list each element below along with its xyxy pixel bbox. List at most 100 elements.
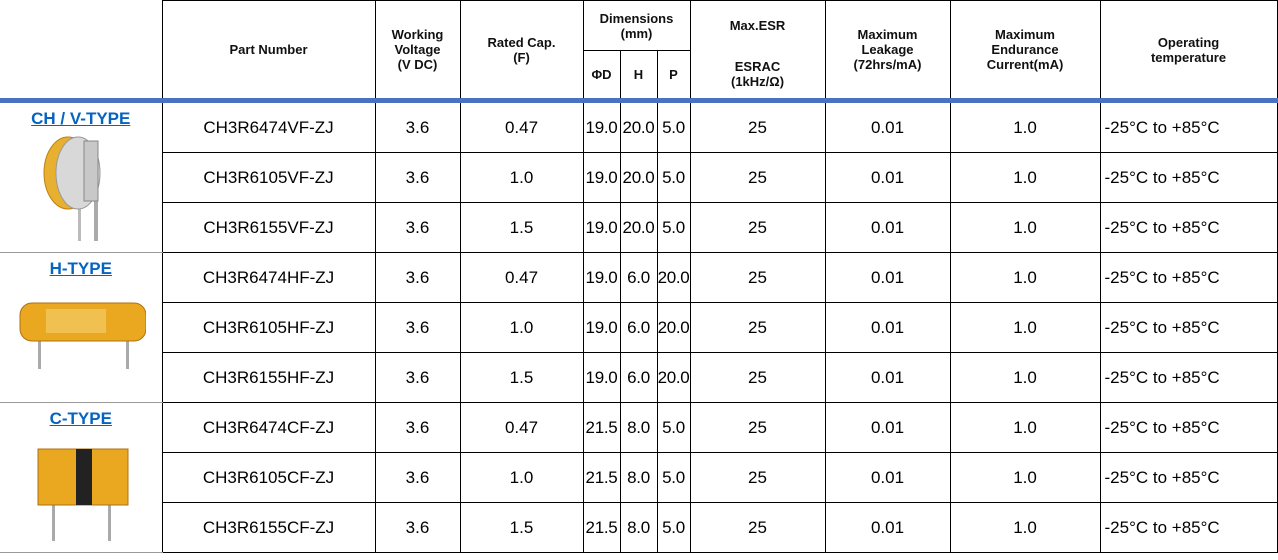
data-cell: 21.5 xyxy=(583,503,620,553)
header-line: temperature xyxy=(1151,50,1226,65)
data-cell: 3.6 xyxy=(375,303,460,353)
header-cell: ESRAC(1kHz/Ω) xyxy=(690,51,825,101)
data-cell: 5.0 xyxy=(657,153,690,203)
header-line: (V DC) xyxy=(398,57,438,72)
header-line: Operating xyxy=(1158,35,1219,50)
data-cell: 20.0 xyxy=(657,353,690,403)
data-cell: CH3R6105VF-ZJ xyxy=(162,153,375,203)
data-cell: 3.6 xyxy=(375,403,460,453)
data-cell: 1.0 xyxy=(950,353,1100,403)
data-cell: 0.01 xyxy=(825,403,950,453)
data-cell: 19.0 xyxy=(583,353,620,403)
data-cell: 21.5 xyxy=(583,403,620,453)
data-cell: 0.01 xyxy=(825,353,950,403)
data-cell: 1.0 xyxy=(460,153,583,203)
data-cell: CH3R6155CF-ZJ xyxy=(162,503,375,553)
data-cell: 3.6 xyxy=(375,453,460,503)
header-line: Maximum xyxy=(995,27,1055,42)
data-cell: -25°C to +85°C xyxy=(1100,203,1277,253)
group-link[interactable]: C-TYPE xyxy=(50,409,112,428)
data-cell: 5.0 xyxy=(657,403,690,453)
group-cell: CH / V-TYPE xyxy=(0,101,162,253)
data-cell: -25°C to +85°C xyxy=(1100,253,1277,303)
table-body: CH / V-TYPECH3R6474VF-ZJ3.60.4719.020.05… xyxy=(0,101,1277,553)
data-cell: 20.0 xyxy=(620,153,657,203)
photo-shape xyxy=(76,449,92,505)
photo-shape xyxy=(52,503,55,541)
product-photo xyxy=(16,283,146,393)
header-cell: Dimensions(mm) xyxy=(583,1,690,51)
product-photo xyxy=(16,133,146,243)
header-cell xyxy=(0,1,162,101)
page: Part NumberWorkingVoltage(V DC)Rated Cap… xyxy=(0,0,1278,560)
data-cell: 0.01 xyxy=(825,503,950,553)
data-cell: CH3R6474HF-ZJ xyxy=(162,253,375,303)
data-cell: -25°C to +85°C xyxy=(1100,353,1277,403)
data-cell: -25°C to +85°C xyxy=(1100,101,1277,153)
data-cell: 1.0 xyxy=(950,303,1100,353)
data-cell: 3.6 xyxy=(375,353,460,403)
group-link[interactable]: H-TYPE xyxy=(50,259,112,278)
data-cell: 5.0 xyxy=(657,203,690,253)
data-cell: 19.0 xyxy=(583,101,620,153)
data-cell: 20.0 xyxy=(620,203,657,253)
header-line: (mm) xyxy=(621,26,653,41)
data-cell: 1.0 xyxy=(950,101,1100,153)
header-cell: P xyxy=(657,51,690,101)
data-cell: 25 xyxy=(690,503,825,553)
data-cell: CH3R6105HF-ZJ xyxy=(162,303,375,353)
header-line: Voltage xyxy=(395,42,441,57)
spec-table: Part NumberWorkingVoltage(V DC)Rated Cap… xyxy=(0,0,1278,553)
data-row: CH3R6105HF-ZJ3.61.019.06.020.0250.011.0-… xyxy=(0,303,1277,353)
data-cell: 6.0 xyxy=(620,353,657,403)
data-cell: 25 xyxy=(690,403,825,453)
header-line: (F) xyxy=(513,50,530,65)
header-cell: Rated Cap.(F) xyxy=(460,1,583,101)
data-cell: -25°C to +85°C xyxy=(1100,453,1277,503)
data-cell: 0.47 xyxy=(460,101,583,153)
data-row: CH3R6155VF-ZJ3.61.519.020.05.0250.011.0-… xyxy=(0,203,1277,253)
product-photo xyxy=(16,433,146,543)
header-line: Leakage xyxy=(861,42,913,57)
data-cell: 8.0 xyxy=(620,453,657,503)
header-cell: ΦD xyxy=(583,51,620,101)
data-cell: -25°C to +85°C xyxy=(1100,153,1277,203)
data-cell: CH3R6105CF-ZJ xyxy=(162,453,375,503)
header-line: Working xyxy=(392,27,444,42)
data-cell: 0.01 xyxy=(825,153,950,203)
data-cell: 8.0 xyxy=(620,503,657,553)
data-cell: 5.0 xyxy=(657,453,690,503)
data-cell: 25 xyxy=(690,303,825,353)
data-cell: 25 xyxy=(690,101,825,153)
header-line: (1kHz/Ω) xyxy=(731,74,784,89)
data-cell: 19.0 xyxy=(583,153,620,203)
data-cell: 3.6 xyxy=(375,253,460,303)
data-cell: 1.0 xyxy=(950,253,1100,303)
data-cell: 0.01 xyxy=(825,453,950,503)
data-cell: 0.01 xyxy=(825,101,950,153)
data-cell: 1.0 xyxy=(460,453,583,503)
group-cell: C-TYPE xyxy=(0,403,162,553)
data-cell: 6.0 xyxy=(620,253,657,303)
data-cell: 3.6 xyxy=(375,101,460,153)
data-cell: 20.0 xyxy=(657,253,690,303)
data-cell: 1.0 xyxy=(950,203,1100,253)
data-cell: 19.0 xyxy=(583,303,620,353)
data-cell: 3.6 xyxy=(375,503,460,553)
header-cell: H xyxy=(620,51,657,101)
data-cell: 25 xyxy=(690,203,825,253)
data-cell: 1.0 xyxy=(950,153,1100,203)
photo-shape xyxy=(46,309,106,333)
header-cell: Max.ESR xyxy=(690,1,825,51)
data-cell: 1.0 xyxy=(460,303,583,353)
data-cell: CH3R6474VF-ZJ xyxy=(162,101,375,153)
data-cell: 5.0 xyxy=(657,101,690,153)
group-link[interactable]: CH / V-TYPE xyxy=(31,109,130,128)
